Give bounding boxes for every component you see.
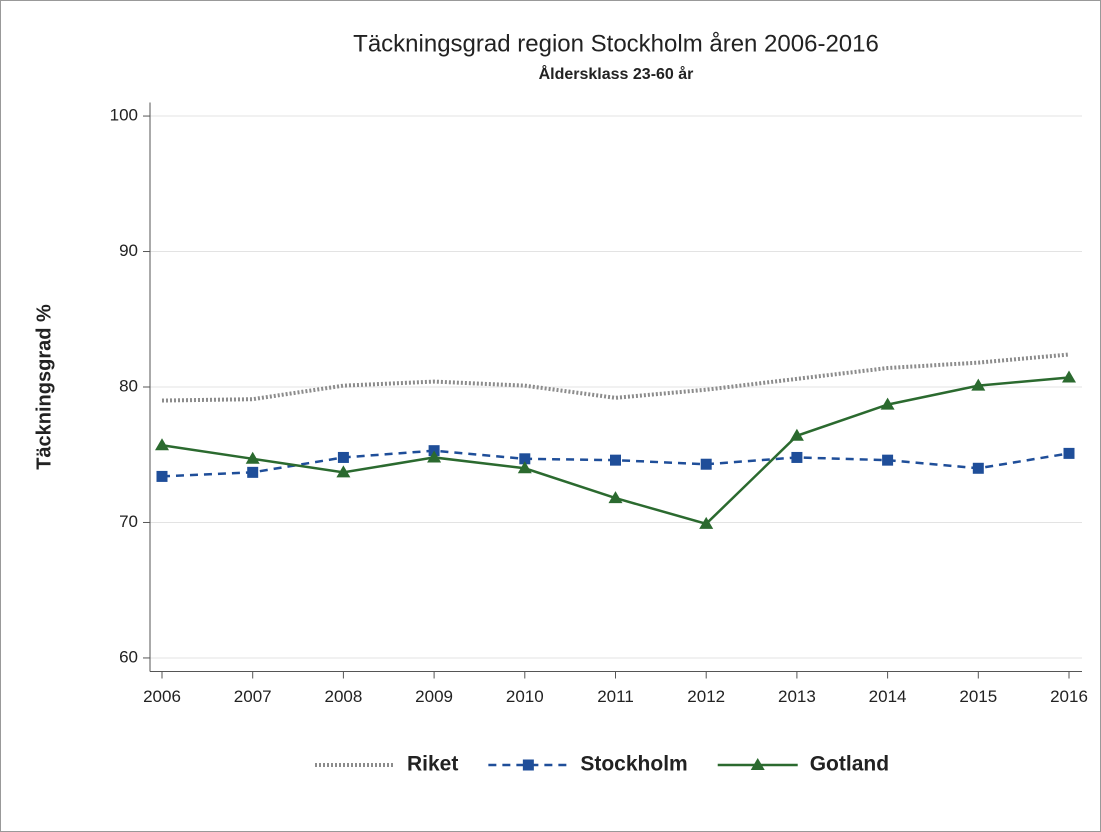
- x-tick-label: 2016: [1050, 687, 1088, 706]
- legend-label: Riket: [407, 753, 458, 776]
- point: [971, 378, 986, 391]
- y-tick-label: 70: [119, 512, 138, 531]
- x-tick-label: 2009: [415, 687, 453, 706]
- chart-title: Täckningsgrad region Stockholm åren 2006…: [353, 30, 879, 57]
- y-tick-label: 60: [119, 647, 138, 666]
- point: [427, 450, 442, 463]
- point: [517, 461, 532, 474]
- y-tick-label: 80: [119, 376, 138, 395]
- point: [1063, 447, 1075, 459]
- point: [247, 466, 259, 478]
- point: [1062, 370, 1076, 383]
- point: [336, 465, 351, 478]
- point: [882, 454, 894, 466]
- legend-label: Gotland: [810, 753, 889, 776]
- legend-marker: [522, 759, 534, 771]
- x-tick-label: 2008: [324, 687, 362, 706]
- point: [972, 462, 984, 474]
- point: [519, 453, 531, 465]
- y-tick-label: 100: [110, 106, 138, 125]
- x-tick-label: 2013: [778, 687, 816, 706]
- x-tick-label: 2007: [234, 687, 272, 706]
- point: [699, 516, 714, 529]
- point: [791, 451, 803, 463]
- point: [608, 491, 623, 504]
- x-tick-label: 2011: [597, 687, 634, 706]
- chart-subtitle: Åldersklass 23-60 år: [539, 64, 694, 83]
- point: [155, 438, 169, 451]
- y-axis-label: Täckningsgrad %: [33, 304, 55, 470]
- point: [245, 451, 260, 464]
- legend-marker: [750, 758, 765, 770]
- x-tick-label: 2012: [687, 687, 725, 706]
- point: [337, 451, 349, 463]
- point: [610, 454, 621, 466]
- x-tick-label: 2006: [143, 687, 181, 706]
- legend-label: Stockholm: [580, 753, 687, 776]
- x-tick-label: 2014: [869, 687, 907, 706]
- point: [880, 397, 895, 410]
- y-tick-label: 90: [119, 241, 138, 260]
- point: [789, 428, 804, 441]
- point: [156, 470, 168, 482]
- x-tick-label: 2010: [506, 687, 544, 706]
- point: [700, 458, 712, 470]
- x-tick-label: 2015: [959, 687, 997, 706]
